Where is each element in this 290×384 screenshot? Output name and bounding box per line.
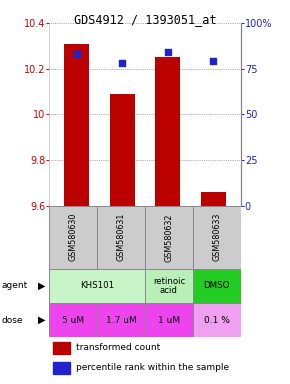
Text: DMSO: DMSO bbox=[204, 281, 230, 290]
Text: 5 uM: 5 uM bbox=[62, 316, 84, 324]
Text: 1.7 uM: 1.7 uM bbox=[106, 316, 137, 324]
Text: GSM580631: GSM580631 bbox=[117, 213, 126, 262]
Bar bbox=[110, 94, 135, 206]
Text: ▶: ▶ bbox=[38, 315, 46, 325]
Text: 1 uM: 1 uM bbox=[158, 316, 180, 324]
Bar bbox=[193, 269, 241, 303]
Bar bbox=[49, 206, 97, 269]
Text: retinoic
acid: retinoic acid bbox=[153, 276, 185, 295]
Text: KHS101: KHS101 bbox=[80, 281, 114, 290]
Bar bbox=[97, 303, 145, 337]
Bar bbox=[145, 206, 193, 269]
Bar bbox=[201, 192, 226, 206]
Bar bbox=[49, 303, 97, 337]
Bar bbox=[53, 342, 70, 354]
Text: GSM580633: GSM580633 bbox=[212, 213, 221, 262]
Text: GSM580630: GSM580630 bbox=[69, 213, 78, 262]
Text: percentile rank within the sample: percentile rank within the sample bbox=[76, 363, 229, 372]
Bar bbox=[97, 206, 145, 269]
Text: 0.1 %: 0.1 % bbox=[204, 316, 230, 324]
Point bbox=[211, 58, 216, 65]
Point bbox=[74, 51, 79, 57]
Text: dose: dose bbox=[1, 316, 23, 324]
Bar bbox=[145, 303, 193, 337]
Bar bbox=[53, 362, 70, 374]
Bar bbox=[64, 44, 89, 206]
Bar bbox=[193, 206, 241, 269]
Point bbox=[166, 49, 170, 55]
Text: ▶: ▶ bbox=[38, 281, 46, 291]
Text: GSM580632: GSM580632 bbox=[164, 213, 173, 262]
Point bbox=[120, 60, 124, 66]
Bar bbox=[49, 269, 145, 303]
Text: transformed count: transformed count bbox=[76, 343, 160, 352]
Bar bbox=[155, 57, 180, 206]
Bar bbox=[193, 303, 241, 337]
Text: GDS4912 / 1393051_at: GDS4912 / 1393051_at bbox=[74, 13, 216, 26]
Text: agent: agent bbox=[1, 281, 28, 290]
Bar bbox=[145, 269, 193, 303]
